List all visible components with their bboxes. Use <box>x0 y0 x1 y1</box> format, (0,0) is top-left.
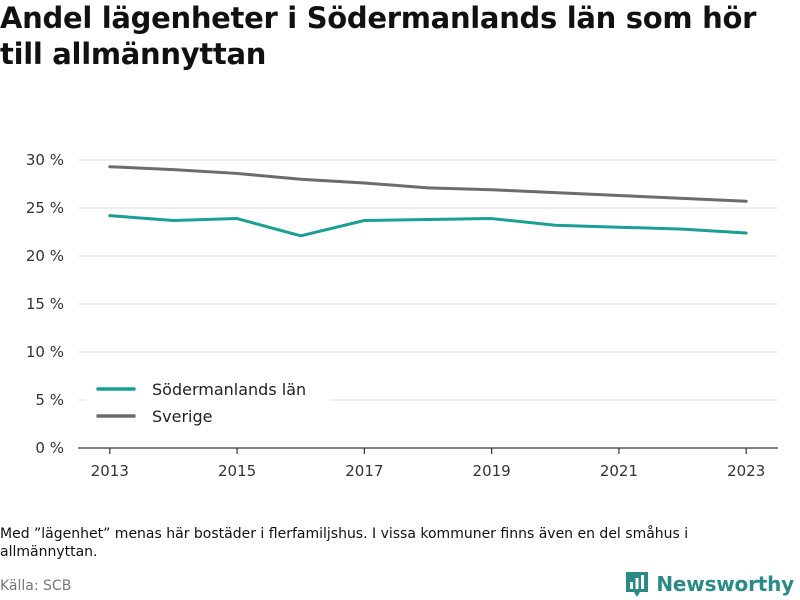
legend-background <box>86 373 330 437</box>
legend-label: Södermanlands län <box>152 380 306 399</box>
y-tick-label: 0 % <box>35 439 64 457</box>
x-tick-label: 2013 <box>91 462 129 480</box>
legend-label: Sverige <box>152 407 213 426</box>
y-tick-label: 25 % <box>26 199 64 217</box>
chart-title: Andel lägenheter i Södermanlands län som… <box>0 1 757 71</box>
grid-lines <box>78 159 778 401</box>
newsworthy-logo-icon <box>626 572 649 597</box>
x-tick-label: 2021 <box>600 462 638 480</box>
y-tick-label: 5 % <box>35 391 64 409</box>
axes: 0 % 5 % 10 % 15 % 20 % 25 % 30 % 2013 2015 2017 20… <box>26 151 778 480</box>
y-tick-label: 30 % <box>26 151 64 169</box>
legend: Södermanlands län Sverige <box>86 373 330 437</box>
x-tick-label: 2015 <box>218 462 256 480</box>
source-label: Källa: SCB <box>0 578 72 594</box>
series-line <box>108 214 748 238</box>
series-line <box>108 165 748 203</box>
x-tick-label: 2017 <box>345 462 383 480</box>
brand-name: Newsworthy <box>656 572 794 596</box>
y-tick-label: 10 % <box>26 343 64 361</box>
y-tick-label: 20 % <box>26 247 64 265</box>
x-tick-label: 2019 <box>473 462 511 480</box>
brand-logo: Newsworthy <box>624 570 794 598</box>
x-tick-label: 2023 <box>727 462 765 480</box>
series-lines <box>108 165 748 238</box>
y-tick-label: 15 % <box>26 295 64 313</box>
chart-note: Med ”lägenhet” menas här bostäder i fler… <box>0 526 689 560</box>
